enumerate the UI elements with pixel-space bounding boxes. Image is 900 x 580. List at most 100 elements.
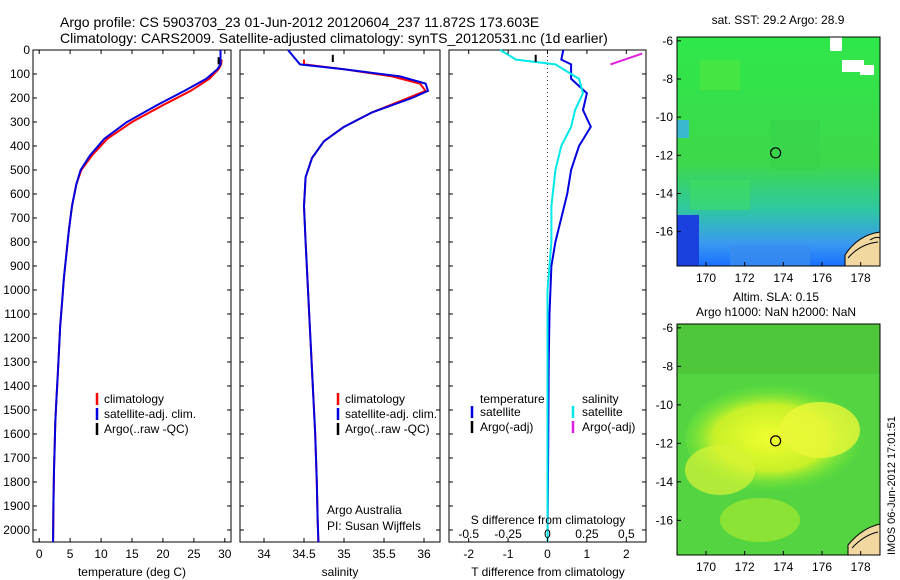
y-tick-label: 400 [10, 139, 30, 153]
longitude-tick-label: 172 [735, 271, 755, 285]
temperature-panel: 0 5 10 15 20 25 30 0 100 200 300 400 500 600 700 800 90… [3, 43, 232, 579]
y-tick-label: 1400 [3, 379, 30, 393]
y-tick-label: 1800 [3, 475, 30, 489]
argo-location-marker [769, 435, 782, 447]
x-tick-label: 20 [156, 547, 170, 561]
x-tick-label: 35 [337, 547, 351, 561]
latitude-tick-label: -16 [656, 225, 674, 239]
x-tick-label: 5 [67, 547, 74, 561]
temperature-legend: climatology satellite-adj. clim. Argo(..… [95, 392, 196, 436]
island-coastline [869, 236, 880, 241]
latitude-tick-label: -12 [656, 148, 674, 162]
s-difference-tick-label: 0.25 [575, 527, 599, 541]
salinity-xlabel: salinity [322, 565, 359, 579]
header-line1: Argo profile: CS 5903703_23 01-Jun-2012 … [60, 14, 539, 30]
legend-label-satellite: satellite-adj. clim. [345, 407, 437, 421]
s-difference-tick-label: -0.25 [494, 527, 522, 541]
sst-patch [730, 245, 810, 266]
legend-label-temp-satellite: satellite [480, 405, 521, 419]
y-tick-label: 1600 [3, 427, 30, 441]
latitude-tick-label: -6 [662, 321, 673, 335]
y-tick-label: 1900 [3, 499, 30, 513]
longitude-tick-label: 174 [773, 560, 793, 574]
s-difference-tick-label: 0.5 [618, 527, 635, 541]
temperature-axes-box [32, 49, 232, 543]
legend-label-sal-argo: Argo(-adj) [582, 420, 635, 434]
sla-patch [780, 402, 860, 458]
sla-map-panel: Altim. SLA: 0.15 Argo h1000: NaN h2000: … [656, 290, 881, 574]
difference-legend: temperature satellite Argo(-adj) salinit… [470, 392, 635, 434]
legend-label-temp-argo: Argo(-adj) [480, 420, 533, 434]
x-tick-label: 34.5 [292, 547, 316, 561]
argo-location-marker [769, 147, 782, 159]
legend-label-argo: Argo(..raw -QC) [345, 422, 430, 436]
sla-patch [720, 498, 800, 542]
sst-map-frame [676, 36, 881, 267]
island-coastline [847, 523, 880, 555]
x-tick-label: 36 [417, 547, 431, 561]
credit-line1: Argo Australia [327, 503, 402, 517]
latitude-tick-label: -8 [662, 72, 673, 86]
s-difference-tick-label: 0 [544, 527, 551, 541]
island-coastline [847, 241, 879, 259]
legend-label-satellite: satellite-adj. clim. [104, 407, 196, 421]
imos-timestamp-vertical: IMOS 06-Jun-2012 17:01:51 [886, 416, 898, 555]
longitude-tick-label: 172 [735, 560, 755, 574]
latitude-tick-label: -8 [662, 359, 673, 373]
island-coastline [851, 531, 879, 549]
legend-heading-salinity: salinity [582, 392, 619, 406]
series-line-satellite-adj-clim- [52, 50, 222, 543]
difference-panel: -2 -1 0 1 2 -0.5 -0.25 0 0.25 0.5 S difference f… [448, 49, 647, 579]
difference-xlabel: T difference from climatology [471, 565, 625, 579]
x-tick-label: 15 [125, 547, 139, 561]
x-tick-label: 0 [544, 547, 551, 561]
island-coastline [844, 231, 880, 266]
longitude-tick-label: 176 [812, 560, 832, 574]
difference-top-axis-label: S difference from climatology [471, 513, 626, 527]
x-tick-label: 10 [94, 547, 108, 561]
x-tick-label: 35.5 [372, 547, 396, 561]
longitude-tick-label: 170 [696, 560, 716, 574]
legend-label-climatology: climatology [104, 392, 164, 406]
legend-heading-temperature: temperature [480, 392, 545, 406]
y-tick-label: 600 [10, 187, 30, 201]
y-tick-label: 300 [10, 115, 30, 129]
longitude-tick-label: 178 [851, 271, 871, 285]
credit-line2: PI: Susan Wijffels [327, 519, 421, 533]
latitude-tick-label: -14 [656, 475, 674, 489]
salinity-panel: 34 34.5 35 35.5 36 salinity climatology sate… [239, 49, 441, 579]
x-tick-label: 34 [257, 547, 271, 561]
longitude-tick-label: 170 [696, 271, 716, 285]
y-tick-label: 200 [10, 91, 30, 105]
salinity-axes-box [239, 49, 441, 543]
latitude-tick-label: -16 [656, 513, 674, 527]
y-tick-label: 2000 [3, 523, 30, 537]
series-line-salinity-argo-adj- [610, 52, 643, 66]
y-tick-label: 1300 [3, 355, 30, 369]
sst-missing [860, 65, 874, 75]
y-tick-label: 1700 [3, 451, 30, 465]
sst-patch [770, 120, 820, 170]
legend-label-argo: Argo(..raw -QC) [104, 422, 189, 436]
latitude-tick-label: -10 [656, 110, 674, 124]
s-difference-tick-label: -0.5 [458, 527, 479, 541]
y-tick-label: 700 [10, 211, 30, 225]
series-line-salinity-satellite [499, 49, 585, 542]
sst-patch [677, 120, 689, 138]
sst-patch [677, 215, 699, 266]
legend-label-climatology: climatology [345, 392, 405, 406]
sst-missing [842, 60, 864, 72]
y-tick-label: 1500 [3, 403, 30, 417]
salinity-legend: climatology satellite-adj. clim. Argo(..… [336, 392, 437, 436]
sst-map-title: sat. SST: 29.2 Argo: 28.9 [712, 13, 845, 27]
latitude-tick-label: -6 [662, 34, 673, 48]
sla-patch [677, 324, 880, 374]
sla-map-frame [676, 323, 881, 556]
x-tick-label: -1 [503, 547, 514, 561]
x-tick-label: 25 [187, 547, 201, 561]
y-tick-label: 1200 [3, 331, 30, 345]
y-tick-label: 800 [10, 235, 30, 249]
temperature-xlabel: temperature (deg C) [78, 565, 186, 579]
longitude-tick-label: 176 [812, 271, 832, 285]
x-tick-label: 30 [218, 547, 232, 561]
